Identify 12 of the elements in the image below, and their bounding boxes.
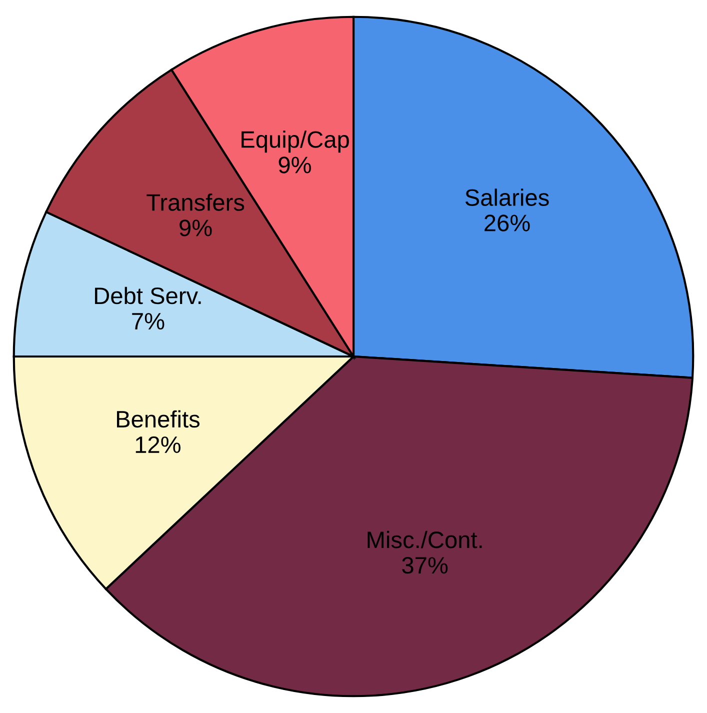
data-label: 37% xyxy=(402,556,448,574)
slice-label: Benefits xyxy=(116,410,200,428)
slice-label: Transfers xyxy=(146,194,244,211)
data-label: 12% xyxy=(136,436,180,453)
data-label: 7% xyxy=(132,313,164,330)
slice-label: Salaries xyxy=(465,188,549,206)
data-label: 26% xyxy=(484,214,530,232)
slice-label: Equip/Cap xyxy=(242,130,349,153)
data-label: 9% xyxy=(180,220,212,236)
slice-label: Misc./Cont. xyxy=(368,530,482,548)
data-label: 9% xyxy=(278,156,311,174)
slice-label: Debt Serv. xyxy=(95,286,201,304)
